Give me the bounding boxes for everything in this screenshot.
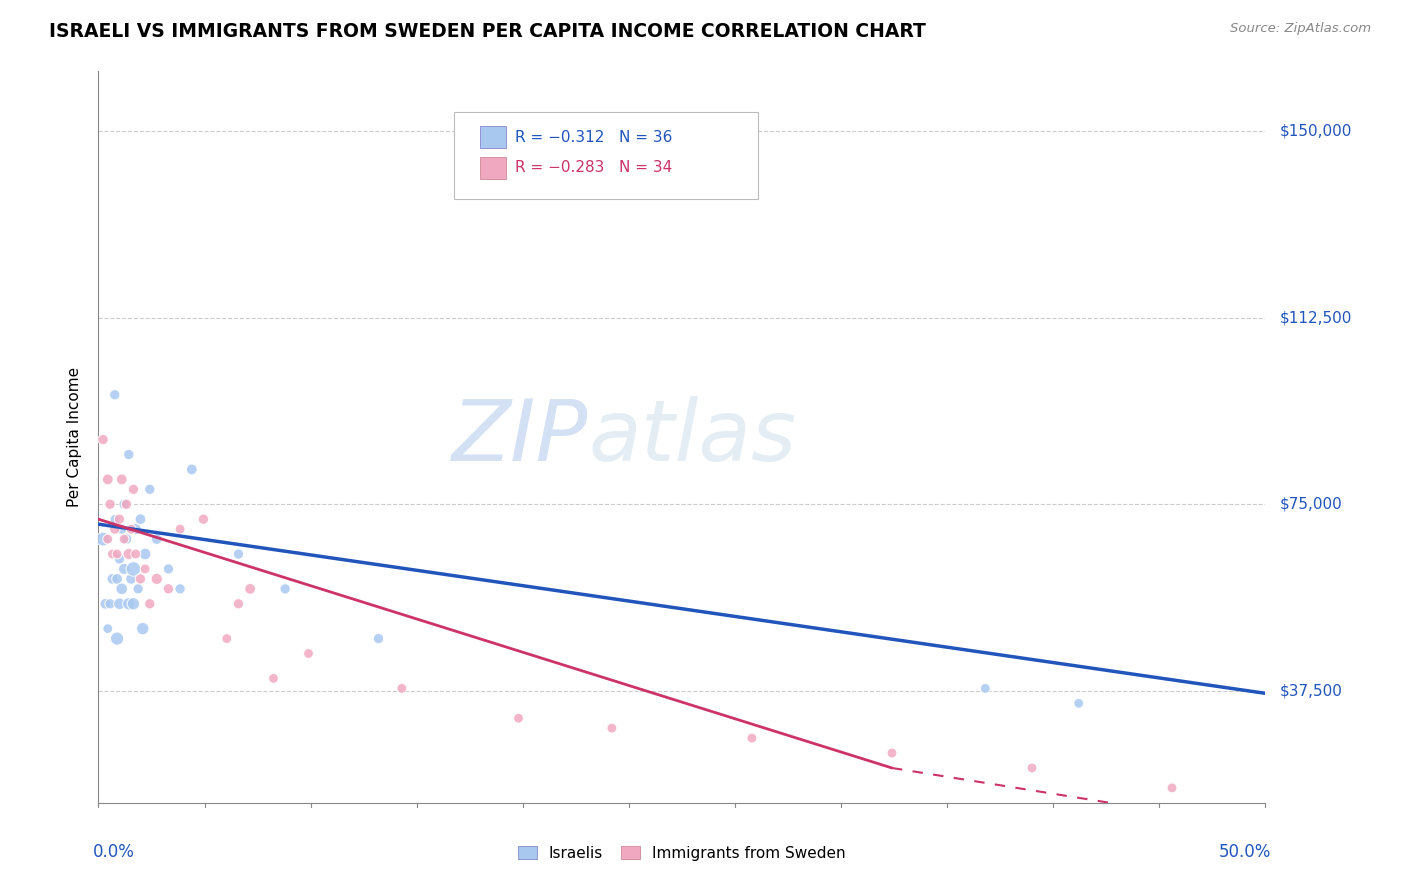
Point <box>104 388 127 402</box>
Point <box>508 711 530 725</box>
Point <box>120 572 142 586</box>
Point <box>169 522 191 536</box>
Bar <box>479 157 506 179</box>
Legend: Israelis, Immigrants from Sweden: Israelis, Immigrants from Sweden <box>510 838 853 868</box>
Point <box>146 572 169 586</box>
Point <box>112 532 135 546</box>
Point <box>600 721 623 735</box>
Point <box>297 647 319 661</box>
Text: $75,000: $75,000 <box>1279 497 1343 512</box>
Point <box>391 681 413 696</box>
Point <box>169 582 191 596</box>
Text: atlas: atlas <box>589 395 797 479</box>
Point <box>91 532 114 546</box>
Point <box>367 632 389 646</box>
Point <box>108 597 131 611</box>
FancyBboxPatch shape <box>454 112 758 200</box>
Point <box>193 512 215 526</box>
Point <box>125 547 148 561</box>
Point <box>97 472 120 486</box>
Point <box>118 547 141 561</box>
Text: $37,500: $37,500 <box>1279 683 1343 698</box>
Point <box>139 483 162 497</box>
Text: R = −0.283   N = 34: R = −0.283 N = 34 <box>515 161 672 176</box>
Text: R = −0.312   N = 36: R = −0.312 N = 36 <box>515 129 672 145</box>
Point <box>262 672 284 686</box>
Point <box>108 552 131 566</box>
Point <box>105 572 128 586</box>
Point <box>132 622 155 636</box>
Point <box>157 582 180 596</box>
Point <box>228 597 250 611</box>
Point <box>112 562 135 576</box>
Point <box>101 572 124 586</box>
Point <box>974 681 997 696</box>
Point <box>129 572 152 586</box>
Point <box>111 472 134 486</box>
Point <box>105 547 128 561</box>
Point <box>101 547 124 561</box>
Point <box>741 731 763 745</box>
Text: 0.0%: 0.0% <box>93 843 135 861</box>
Point <box>120 522 142 536</box>
Point <box>1161 780 1184 795</box>
Point <box>157 562 180 576</box>
Point <box>111 522 134 536</box>
Point <box>97 622 120 636</box>
Point <box>274 582 297 596</box>
Point <box>105 632 128 646</box>
Text: $112,500: $112,500 <box>1279 310 1351 326</box>
Text: ISRAELI VS IMMIGRANTS FROM SWEDEN PER CAPITA INCOME CORRELATION CHART: ISRAELI VS IMMIGRANTS FROM SWEDEN PER CA… <box>49 22 927 41</box>
Point <box>127 582 149 596</box>
Bar <box>479 126 506 148</box>
Point <box>139 597 162 611</box>
Point <box>228 547 250 561</box>
Point <box>125 522 148 536</box>
Text: $150,000: $150,000 <box>1279 124 1351 138</box>
Text: Source: ZipAtlas.com: Source: ZipAtlas.com <box>1230 22 1371 36</box>
Point <box>122 597 145 611</box>
Point <box>1067 696 1090 710</box>
Point <box>108 512 131 526</box>
Text: ZIP: ZIP <box>453 395 589 479</box>
Point <box>180 462 202 476</box>
Point <box>104 512 127 526</box>
Point <box>122 562 145 576</box>
Point <box>215 632 238 646</box>
Point <box>880 746 903 760</box>
Point <box>118 597 141 611</box>
Point <box>97 532 120 546</box>
Point <box>239 582 262 596</box>
Y-axis label: Per Capita Income: Per Capita Income <box>66 367 82 508</box>
Point <box>98 597 121 611</box>
Point <box>112 497 135 511</box>
Point <box>91 433 114 447</box>
Point <box>146 532 169 546</box>
Point <box>129 512 152 526</box>
Point <box>104 522 127 536</box>
Point <box>1021 761 1043 775</box>
Point <box>98 497 121 511</box>
Point <box>111 582 134 596</box>
Point <box>122 483 145 497</box>
Point <box>115 497 138 511</box>
Text: 50.0%: 50.0% <box>1219 843 1271 861</box>
Point <box>134 547 156 561</box>
Point <box>118 448 141 462</box>
Point <box>134 562 156 576</box>
Point <box>115 532 138 546</box>
Point <box>94 597 117 611</box>
